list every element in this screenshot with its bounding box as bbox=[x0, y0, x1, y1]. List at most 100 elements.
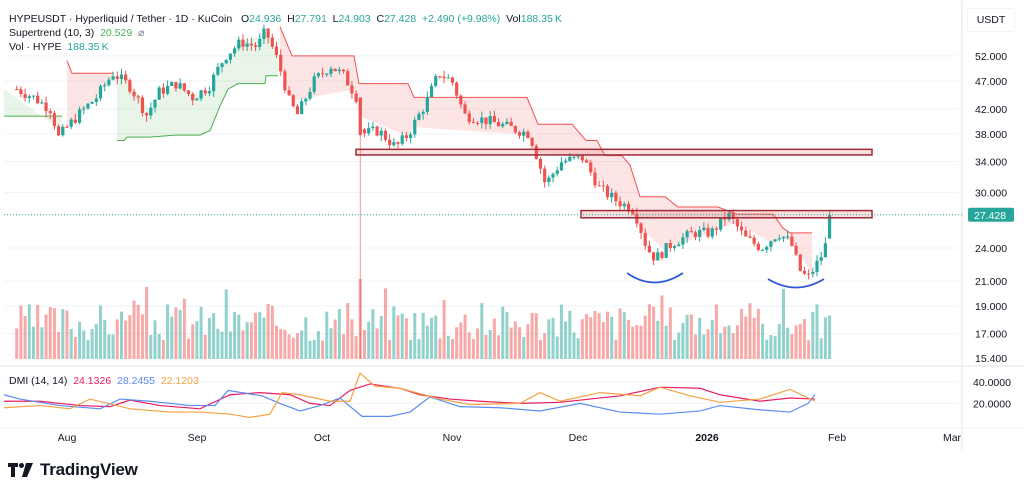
support-arc-1 bbox=[626, 272, 684, 284]
time-axis[interactable]: Aug Sep Oct Nov Dec 2026 Feb Mar bbox=[58, 432, 962, 444]
candle-body bbox=[174, 82, 178, 89]
candle-body bbox=[534, 146, 538, 159]
time-label: Oct bbox=[314, 432, 330, 444]
volume-bar bbox=[182, 298, 186, 359]
volume-bar bbox=[153, 320, 157, 359]
tradingview-branding[interactable]: TradingView bbox=[8, 460, 138, 480]
candle-body bbox=[358, 97, 362, 136]
candle-body bbox=[31, 95, 36, 97]
candle-body bbox=[228, 53, 233, 60]
volume-bar bbox=[564, 321, 568, 359]
volume-bar bbox=[442, 300, 446, 359]
price-tick-label: 17.000 bbox=[975, 329, 1007, 341]
candle-body bbox=[320, 73, 325, 75]
volume-bar bbox=[593, 310, 597, 359]
volume-bar bbox=[86, 340, 90, 359]
candle-body bbox=[375, 126, 379, 136]
candle-body bbox=[413, 119, 417, 135]
candle-body bbox=[119, 74, 124, 79]
candle-body bbox=[501, 123, 505, 127]
candle-body bbox=[614, 192, 618, 202]
candle-body bbox=[765, 246, 769, 250]
candle-body bbox=[513, 126, 517, 133]
volume-bar bbox=[501, 306, 505, 359]
volume-bar bbox=[798, 323, 802, 359]
volume-bar bbox=[354, 336, 358, 359]
tradingview-logo-icon bbox=[8, 463, 33, 477]
candle-body bbox=[94, 98, 98, 102]
candle-body bbox=[15, 89, 19, 91]
volume-legend[interactable]: Vol · HYPE 188.35 K bbox=[9, 40, 109, 54]
candle-body bbox=[224, 59, 228, 64]
candle-body bbox=[325, 73, 329, 75]
candle-body bbox=[182, 83, 186, 91]
candle-body bbox=[802, 270, 807, 274]
candle-body bbox=[191, 93, 195, 101]
supertrend-legend[interactable]: Supertrend (10, 3) 20.529 ⌀ bbox=[9, 26, 144, 40]
candle-body bbox=[622, 203, 626, 207]
volume-bar bbox=[710, 319, 714, 359]
candle-body bbox=[522, 131, 526, 136]
time-label: Aug bbox=[58, 432, 77, 444]
volume-bar bbox=[136, 304, 140, 359]
price-tick-label: 38.000 bbox=[975, 129, 1007, 141]
candle-body bbox=[798, 254, 802, 271]
candle-body bbox=[480, 117, 484, 123]
volume-bar bbox=[216, 328, 220, 359]
volume-bar bbox=[119, 311, 123, 359]
volume-bar bbox=[555, 336, 559, 359]
supertrend-down-fill bbox=[67, 60, 113, 127]
hidden-icon[interactable]: ⌀ bbox=[138, 27, 145, 39]
candle-body bbox=[346, 71, 350, 86]
candlesticks bbox=[15, 24, 832, 359]
volume-bar bbox=[73, 337, 77, 359]
symbol-legend: HYPEUSDT · Hyperliquid / Tether · 1D · K… bbox=[9, 13, 562, 25]
dmi-minus-line bbox=[3, 389, 816, 417]
candle-body bbox=[199, 90, 203, 99]
volume-bar bbox=[781, 288, 785, 359]
dmi-legend[interactable]: DMI (14, 14) 24.1326 28.2455 22.1203 bbox=[9, 374, 199, 388]
volume-bar bbox=[241, 330, 245, 359]
volume-bar bbox=[161, 340, 165, 359]
price-axis[interactable]: 52.000 47.000 42.000 38.000 34.000 30.000 24.0… bbox=[968, 51, 1014, 410]
volume-bar bbox=[178, 309, 182, 359]
candle-body bbox=[337, 69, 341, 72]
volume-bar bbox=[262, 317, 266, 359]
candle-body bbox=[207, 91, 212, 94]
volume-bar bbox=[450, 338, 454, 359]
volume-bar bbox=[513, 321, 517, 359]
candle-body bbox=[136, 96, 140, 98]
volume-bar bbox=[509, 327, 513, 359]
volume-bar bbox=[714, 304, 718, 359]
candle-body bbox=[65, 126, 69, 128]
volume-bar bbox=[342, 334, 346, 359]
volume-bar bbox=[291, 337, 295, 359]
volume-bar bbox=[287, 334, 291, 359]
candle-body bbox=[23, 94, 27, 98]
interval[interactable]: 1D bbox=[174, 13, 189, 25]
candle-body bbox=[706, 227, 710, 237]
candle-body bbox=[107, 79, 111, 86]
resistance-zone bbox=[355, 148, 873, 156]
symbol-name: Hyperliquid / Tether bbox=[75, 13, 166, 25]
candle-body bbox=[73, 119, 77, 123]
volume-bar bbox=[228, 331, 232, 359]
candle-body bbox=[698, 230, 702, 238]
volume-bar bbox=[807, 340, 811, 359]
volume-bar bbox=[57, 332, 61, 359]
currency-label[interactable]: USDT bbox=[967, 8, 1015, 32]
volume-bar bbox=[731, 333, 735, 359]
candle-body bbox=[710, 228, 714, 237]
candle-body bbox=[354, 93, 358, 102]
volume-bar bbox=[434, 315, 438, 359]
volume-bar bbox=[115, 319, 119, 359]
volume-bar bbox=[245, 322, 249, 359]
candle-body bbox=[237, 39, 241, 49]
volume-bar bbox=[157, 333, 161, 359]
candle-body bbox=[392, 142, 396, 146]
candle-body bbox=[459, 95, 463, 105]
candle-body bbox=[36, 95, 40, 104]
symbol[interactable]: HYPEUSDT bbox=[9, 13, 66, 25]
candle-body bbox=[702, 227, 706, 231]
